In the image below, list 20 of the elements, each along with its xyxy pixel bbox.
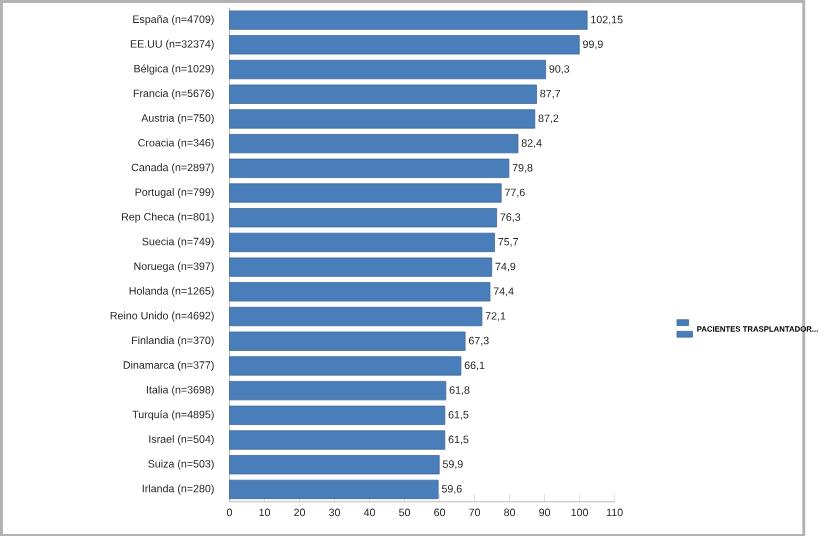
bar (229, 232, 495, 252)
bar (229, 59, 547, 79)
bar (229, 405, 446, 425)
bar (229, 108, 536, 129)
bar (229, 158, 510, 178)
bar (229, 380, 447, 400)
bar (229, 10, 588, 30)
bar (229, 331, 466, 351)
bar (229, 207, 498, 227)
bar (229, 183, 502, 203)
bar (229, 257, 493, 277)
bar (229, 355, 462, 376)
bar (229, 306, 483, 326)
bar (229, 133, 519, 153)
bar (229, 84, 537, 104)
bar (229, 430, 446, 450)
bar (229, 454, 440, 474)
bar (229, 479, 439, 499)
bar (229, 281, 491, 302)
bar (229, 34, 580, 55)
